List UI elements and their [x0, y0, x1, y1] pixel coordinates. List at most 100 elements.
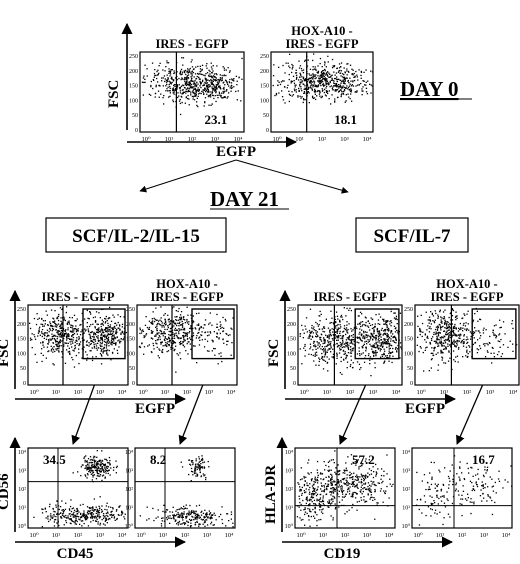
x-tick-label: 10¹	[319, 532, 328, 539]
x-tick-label: 10³	[486, 389, 495, 396]
y-tick-label: 0	[410, 381, 413, 387]
y-tick-label: 10¹	[18, 506, 26, 512]
y-tick-label: 10¹	[402, 506, 410, 512]
day0-plot-control: 0 50 100 150 200 250 10⁰ 10¹ 10² 10³ 10⁴ IRES - EGF…	[129, 37, 245, 143]
bottom-plot-1-0: 10⁰ 10¹ 10² 10³ 10⁴ 10⁰ 10¹ 10² 10³ 10⁴ 57.2	[285, 447, 396, 539]
plot-title: IRES - EGFP	[42, 290, 115, 304]
day0-y-axis-label: FSC	[106, 80, 122, 108]
y-tick-label: 10²	[285, 487, 293, 493]
x-tick-label: 10⁴	[118, 389, 128, 396]
y-tick-label: 150	[126, 337, 135, 343]
x-tick-label: 10²	[341, 532, 350, 539]
y-tick-label: 250	[129, 54, 138, 60]
plot-title-line2: IRES - EGFP	[431, 290, 504, 304]
x-tick-label: 10⁰	[413, 532, 423, 539]
y-tick-label: 100	[287, 351, 296, 357]
plot-frame	[136, 304, 238, 386]
y-tick-label: 10⁴	[402, 450, 410, 456]
plot-title: IRES - EGFP	[314, 290, 387, 304]
day0-value-hoxa10: 18.1	[334, 112, 357, 127]
static-layer: DAY 0 DAY 21 SCF/IL-2/IL-15 SCF/IL-7	[45, 77, 472, 253]
x-tick-label: 10²	[74, 389, 83, 396]
day21-heading: DAY 21	[210, 187, 279, 211]
x-tick-label: 10²	[458, 532, 467, 539]
y-tick-label: 10¹	[125, 506, 133, 512]
top-x-axis-label: EGFP	[135, 401, 175, 417]
x-tick-label: 10¹	[159, 532, 168, 539]
gate-box	[354, 308, 400, 360]
plot-frame	[411, 447, 513, 529]
condition-label-right: SCF/IL-7	[373, 226, 451, 247]
condition-box-left	[45, 217, 227, 253]
y-tick-label: 50	[20, 366, 26, 372]
plots-layer: 0 50 100 150 200 250 10⁰ 10¹ 10² 10³ 10⁴ IRES - EGF…	[0, 22, 520, 562]
y-tick-label: 10²	[125, 487, 133, 493]
top-x-axis-label: EGFP	[405, 401, 445, 417]
y-tick-label: 150	[129, 84, 138, 90]
plot-frame	[297, 304, 403, 386]
plot-title: HOX-A10 -	[156, 277, 217, 291]
y-tick-label: 10⁰	[285, 523, 294, 530]
y-tick-label: 10¹	[285, 506, 293, 512]
x-tick-label: 10²	[188, 136, 197, 143]
y-tick-label: 10⁴	[125, 450, 133, 456]
x-tick-label: 10⁴	[363, 136, 373, 143]
y-tick-label: 100	[17, 351, 26, 357]
x-tick-label: 10³	[211, 136, 220, 143]
x-tick-label: 10³	[96, 389, 105, 396]
x-tick-label: 10³	[203, 532, 212, 539]
plot-title-line2: IRES - EGFP	[286, 37, 359, 51]
top-plot-1-0: 0 50 100 150 200 250 10⁰ 10¹ 10² 10³ 10⁴ IRES - EGF…	[287, 290, 403, 396]
day0-heading: DAY 0	[400, 77, 459, 101]
x-tick-label: 10⁴	[234, 136, 244, 143]
y-tick-label: 0	[135, 128, 138, 134]
gate-box	[191, 308, 235, 360]
y-tick-label: 100	[260, 98, 269, 104]
gate-box	[82, 308, 126, 360]
y-tick-label: 150	[404, 337, 413, 343]
x-tick-label: 10²	[318, 136, 327, 143]
top-plot-1-1: 0 50 100 150 200 250 10⁰ 10¹ 10² 10³ 10⁴ HOX-A10 -I…	[404, 277, 520, 396]
x-tick-label: 10³	[96, 532, 105, 539]
bottom-x-axis-label: CD45	[57, 546, 94, 562]
y-tick-label: 250	[260, 54, 269, 60]
x-tick-label: 10²	[346, 389, 355, 396]
x-tick-label: 10⁰	[272, 136, 282, 143]
x-tick-label: 10¹	[323, 389, 332, 396]
y-tick-label: 10³	[402, 469, 410, 475]
y-tick-label: 10²	[402, 487, 410, 493]
x-tick-label: 10⁴	[227, 389, 237, 396]
condition-label-left: SCF/IL-2/IL-15	[72, 226, 200, 247]
x-tick-label: 10³	[480, 532, 489, 539]
y-tick-label: 50	[132, 113, 138, 119]
y-tick-label: 250	[17, 307, 26, 313]
plot-title: IRES - EGFP	[156, 37, 229, 51]
plot-title: HOX-A10 -	[436, 277, 497, 291]
x-tick-label: 10⁴	[385, 532, 395, 539]
quadrant-percent: 57.2	[352, 452, 375, 467]
x-tick-label: 10¹	[295, 136, 304, 143]
bottom-x-axis-label: CD19	[324, 546, 361, 562]
top-y-axis-label: FSC	[266, 339, 282, 367]
y-tick-label: 0	[132, 381, 135, 387]
plot-frame	[270, 51, 374, 133]
x-tick-label: 10³	[363, 532, 372, 539]
x-tick-label: 10⁰	[299, 389, 309, 396]
y-tick-label: 0	[23, 381, 26, 387]
x-tick-label: 10²	[181, 532, 190, 539]
y-tick-label: 10³	[125, 469, 133, 475]
x-tick-label: 10⁰	[29, 389, 39, 396]
y-tick-label: 50	[263, 113, 269, 119]
y-tick-label: 0	[266, 128, 269, 134]
y-tick-label: 250	[404, 307, 413, 313]
y-tick-label: 100	[129, 98, 138, 104]
plot-frame	[294, 447, 396, 529]
y-tick-label: 50	[290, 366, 296, 372]
y-tick-label: 50	[407, 366, 413, 372]
y-tick-label: 10⁰	[125, 523, 134, 530]
plot-frame	[414, 304, 520, 386]
x-tick-label: 10⁴	[502, 532, 512, 539]
y-tick-label: 50	[129, 366, 135, 372]
x-tick-label: 10²	[183, 389, 192, 396]
y-tick-label: 10⁰	[402, 523, 411, 530]
